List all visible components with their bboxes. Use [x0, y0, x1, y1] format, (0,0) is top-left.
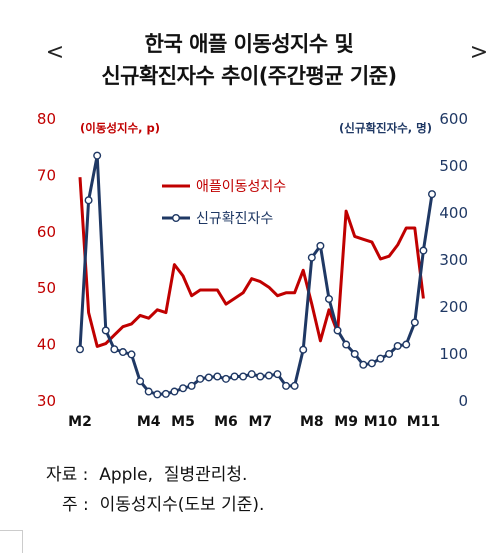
new-cases-point: [84, 196, 93, 205]
left-axis-tick-label: 80: [37, 110, 56, 128]
new-cases-point: [221, 374, 230, 383]
legend-label-cases: 신규확진자수: [196, 211, 273, 227]
left-axis-tick-label: 50: [37, 279, 56, 297]
new-cases-point: [385, 349, 394, 358]
new-cases-point: [359, 360, 368, 369]
new-cases-point: [419, 246, 428, 255]
left-axis-tick-label: 70: [37, 166, 56, 184]
right-axis-tick-label: 600: [439, 110, 468, 128]
new-cases-point: [93, 151, 102, 160]
new-cases-point: [367, 359, 376, 368]
x-axis-tick-label: M7: [248, 414, 272, 430]
new-cases-point: [316, 241, 325, 250]
right-axis-tick-label: 0: [458, 392, 468, 410]
new-cases-point: [230, 372, 239, 381]
chart-title-line-1: 한국 애플 이동성지수 및: [144, 32, 354, 56]
left-axis-tick-label: 40: [37, 336, 56, 354]
new-cases-point: [264, 371, 273, 380]
new-cases-point: [110, 345, 119, 354]
x-axis-tick-label: M10: [364, 414, 398, 430]
new-cases-point: [213, 372, 222, 381]
legend-label-mobility: 애플이동성지수: [196, 179, 286, 195]
new-cases-point: [136, 377, 145, 386]
x-axis-tick-label: M6: [214, 414, 238, 430]
right-axis-tick-label: 100: [439, 345, 468, 363]
new-cases-point: [273, 370, 282, 379]
left-axis-tick-label: 30: [37, 392, 56, 410]
x-axis-tick-label: M2: [68, 414, 92, 430]
new-cases-point: [101, 326, 110, 335]
right-axis-tick-label: 400: [439, 204, 468, 222]
new-cases-point: [247, 370, 256, 379]
line-chart: 30 40 50 60 70 80 0 100 200 300 400 500 600 (이동성지수, p…: [37, 110, 468, 430]
x-axis-tick-label: M9: [334, 414, 358, 430]
x-axis-tick-label: M11: [407, 414, 440, 430]
new-cases-point: [118, 348, 127, 357]
right-axis-tick-label: 500: [439, 157, 468, 175]
source-note: 자료 : Apple, 질병관리청.: [46, 465, 248, 485]
new-cases-point: [127, 350, 136, 359]
new-cases-point: [161, 389, 170, 398]
new-cases-point: [428, 190, 437, 199]
new-cases-point: [153, 390, 162, 399]
new-cases-point: [324, 294, 333, 303]
footnote: 주 : 이동성지수(도보 기준).: [62, 495, 265, 515]
next-chevron-icon[interactable]: >: [469, 40, 489, 65]
new-cases-point: [204, 373, 213, 382]
chart-title-line-2: 신규확진자수 추이(주간평균 기준): [101, 64, 397, 88]
new-cases-point: [410, 318, 419, 327]
x-axis-tick-label: M8: [300, 414, 324, 430]
corner-frame: [0, 530, 23, 553]
new-cases-point: [342, 340, 351, 349]
new-cases-point: [170, 387, 179, 396]
new-cases-point: [307, 253, 316, 262]
new-cases-point: [393, 341, 402, 350]
new-cases-point: [75, 345, 84, 354]
new-cases-point: [299, 345, 308, 354]
x-axis-tick-label: M4: [137, 414, 161, 430]
new-cases-point: [196, 374, 205, 383]
right-axis-tick-label: 300: [439, 251, 468, 269]
new-cases-point: [179, 384, 188, 393]
left-axis-label: (이동성지수, p): [80, 121, 160, 135]
previous-chevron-icon[interactable]: <: [45, 40, 65, 65]
right-axis-label: (신규확진자수, 명): [339, 121, 432, 135]
x-axis-tick-label: M5: [171, 414, 195, 430]
new-cases-point: [350, 349, 359, 358]
mobility-index-line: [78, 177, 425, 348]
new-cases-point: [144, 387, 153, 396]
right-axis-tick-label: 200: [439, 298, 468, 316]
new-cases-point: [239, 372, 248, 381]
new-cases-point: [290, 381, 299, 390]
new-cases-point: [256, 372, 265, 381]
new-cases-point: [333, 326, 342, 335]
legend-marker-cases: [171, 213, 180, 222]
new-cases-point: [402, 340, 411, 349]
new-cases-point: [187, 381, 196, 390]
new-cases-point: [376, 354, 385, 363]
left-axis-tick-label: 60: [37, 223, 56, 241]
new-cases-point: [282, 381, 291, 390]
